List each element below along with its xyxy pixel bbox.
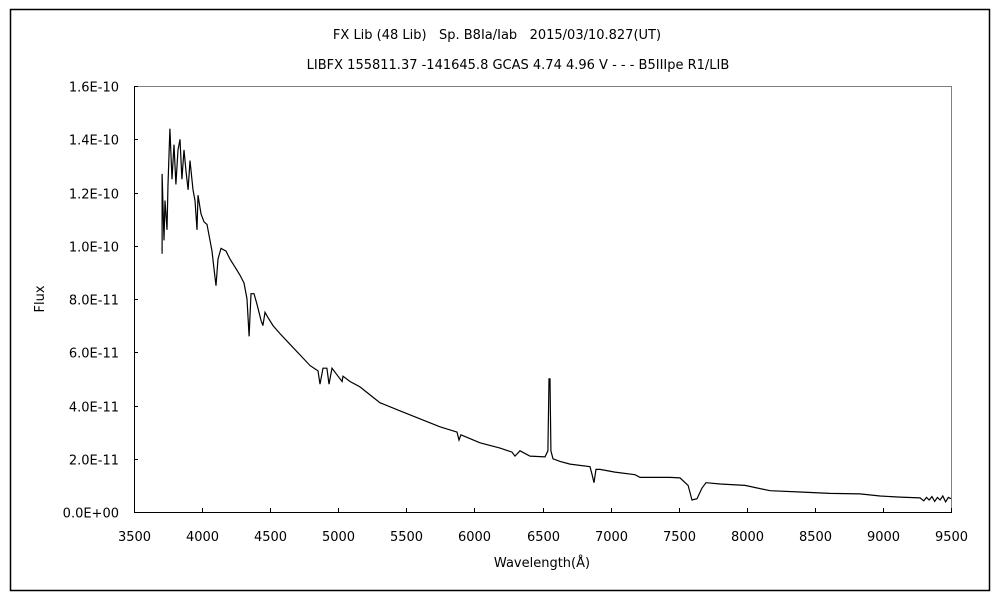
- x-tick-label: 3500: [118, 530, 151, 545]
- spectrum-line: [161, 128, 952, 504]
- y-tick-label: 1.2E-10: [69, 188, 119, 203]
- x-tick-label: 4000: [186, 530, 219, 545]
- x-tick-label: 7500: [663, 530, 696, 545]
- x-tick-label: 9000: [867, 530, 900, 545]
- x-tick-label: 4500: [254, 530, 287, 545]
- x-tick-label: 5500: [390, 530, 423, 545]
- y-tick-label: 1.4E-10: [69, 134, 119, 149]
- x-tick-label: 6000: [458, 530, 491, 545]
- y-tick-label: 1.6E-10: [69, 81, 119, 96]
- chart-title: FX Lib (48 Lib) Sp. B8Ia/Iab 2015/03/10.…: [333, 28, 661, 43]
- x-tick-label: 6500: [527, 530, 560, 545]
- y-axis-label: Flux: [33, 285, 48, 312]
- x-tick-label: 8000: [731, 530, 764, 545]
- y-tick-label: 1.0E-10: [69, 241, 119, 256]
- y-tick-label: 4.0E-11: [69, 401, 119, 416]
- y-tick-label: 2.0E-11: [69, 454, 119, 469]
- x-axis-label: Wavelength(Å): [494, 555, 590, 571]
- x-tick-label: 8500: [799, 530, 832, 545]
- y-tick-label: 0.0E+00: [63, 507, 119, 522]
- y-tick-label: 6.0E-11: [69, 347, 119, 362]
- chart-subtitle: LIBFX 155811.37 -141645.8 GCAS 4.74 4.96…: [307, 58, 730, 73]
- y-tick-label: 8.0E-11: [69, 294, 119, 309]
- x-tick-label: 5000: [322, 530, 355, 545]
- x-tick-label: 9500: [935, 530, 968, 545]
- x-tick-label: 7000: [595, 530, 628, 545]
- outer-frame: [9, 8, 991, 592]
